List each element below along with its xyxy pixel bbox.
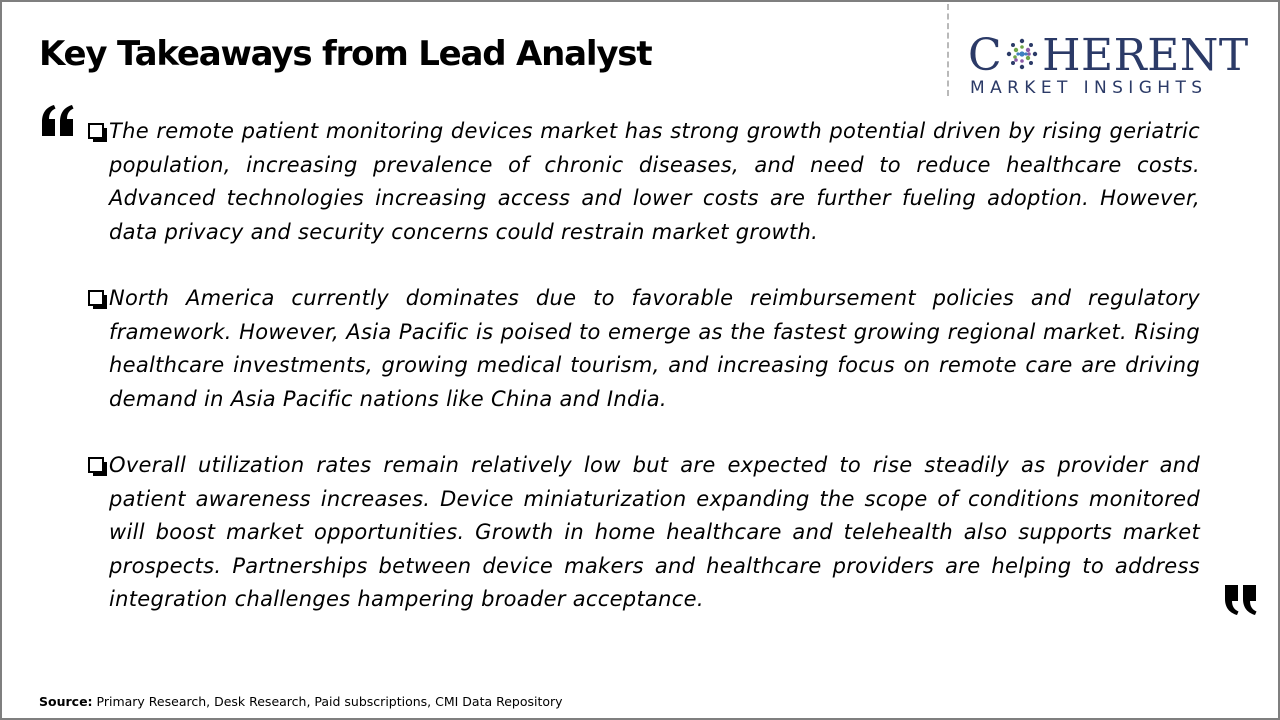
checkbox-bullet-icon bbox=[88, 123, 107, 142]
globe-dots-icon bbox=[1006, 38, 1038, 70]
source-text: Primary Research, Desk Research, Paid su… bbox=[92, 694, 563, 709]
source-label: Source: bbox=[39, 694, 93, 709]
logo-wordmark: C HERENT bbox=[968, 30, 1249, 81]
list-item: Overall utilization rates remain relativ… bbox=[88, 449, 1200, 617]
company-logo: C HERENT MARKET INSIGHTS bbox=[966, 30, 1262, 100]
checkbox-bullet-icon bbox=[88, 457, 107, 476]
list-item: The remote patient monitoring devices ma… bbox=[88, 115, 1200, 249]
list-item: North America currently dominates due to… bbox=[88, 282, 1200, 416]
logo-subtitle: MARKET INSIGHTS bbox=[970, 78, 1208, 98]
page-title: Key Takeaways from Lead Analyst bbox=[39, 34, 653, 74]
takeaways-list: The remote patient monitoring devices ma… bbox=[88, 115, 1200, 650]
list-item-text: Overall utilization rates remain relativ… bbox=[109, 453, 1200, 611]
logo-divider bbox=[947, 4, 949, 96]
checkbox-bullet-icon bbox=[88, 290, 107, 309]
list-item-text: The remote patient monitoring devices ma… bbox=[109, 119, 1200, 244]
list-item-text: North America currently dominates due to… bbox=[109, 286, 1200, 411]
open-quote-icon bbox=[42, 105, 74, 136]
source-footnote: Source: Primary Research, Desk Research,… bbox=[39, 694, 563, 709]
close-quote-icon bbox=[1225, 585, 1257, 615]
